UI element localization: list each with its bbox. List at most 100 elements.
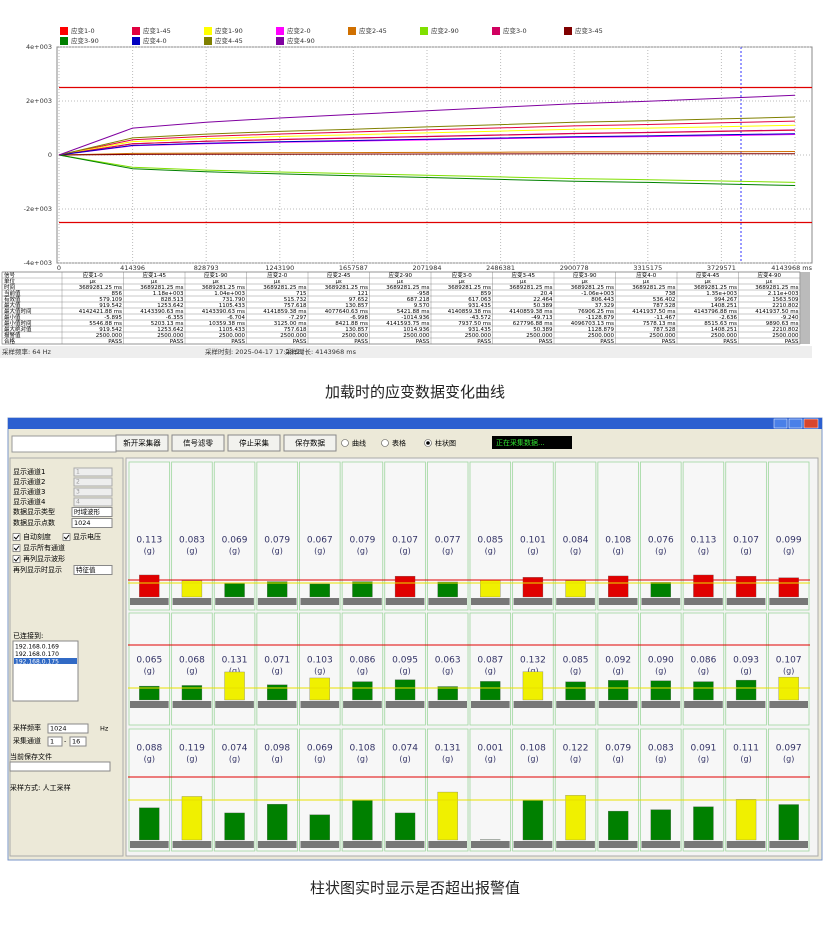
minimize-button[interactable]: [773, 418, 788, 429]
checkbox[interactable]: [62, 533, 71, 541]
table-cell: 3689281.25 ms: [632, 285, 675, 291]
table-cell: -1.06e+003: [581, 291, 614, 297]
table-header: 应变4-0: [636, 271, 656, 279]
legend-swatch: [492, 27, 500, 35]
table-cell: 3689281.25 ms: [448, 285, 491, 291]
check-mark: [13, 556, 20, 562]
combo-value: 2: [76, 479, 80, 486]
table-cell: 22.464: [533, 297, 553, 303]
input-box[interactable]: [69, 736, 87, 747]
bar: [608, 680, 629, 701]
table-header: 应变4-45: [696, 271, 720, 279]
bar-unit: (g): [613, 667, 624, 676]
bar: [778, 676, 799, 701]
checkbox-label: 自动刻度: [23, 532, 51, 541]
input-box[interactable]: [11, 435, 117, 453]
toolbar-button[interactable]: [227, 434, 281, 452]
list-item: 192.168.0.175: [15, 659, 59, 666]
bar-label-strip: [598, 598, 638, 605]
toolbar-button[interactable]: [283, 434, 337, 452]
table-cell: 50.389: [533, 327, 553, 333]
bar-label-strip: [684, 841, 723, 848]
checkbox[interactable]: [12, 544, 21, 552]
combo-box[interactable]: [73, 497, 113, 507]
checkbox[interactable]: [12, 555, 21, 563]
checkbox[interactable]: [12, 533, 21, 541]
toolbar-button[interactable]: [171, 434, 225, 452]
table-cell: 121: [358, 291, 369, 297]
table-cell: με: [151, 279, 157, 285]
table-cell: με: [643, 279, 649, 285]
bar-label-strip: [343, 598, 382, 605]
table-cell: 报警值: [4, 331, 21, 339]
bar-label-strip: [726, 701, 766, 708]
table-cell: 2500.000: [342, 333, 369, 339]
status-bar: [0, 346, 812, 358]
table-cell: 3689281.25 ms: [755, 285, 798, 291]
combo-box[interactable]: [73, 487, 113, 497]
table-cell: 617.063: [468, 297, 491, 303]
table-cell: 4141937.50 ms: [755, 309, 798, 315]
close-button[interactable]: [803, 418, 819, 429]
legend-swatch: [276, 27, 284, 35]
list-box[interactable]: [12, 640, 79, 702]
bar-value: 0.069: [222, 536, 248, 546]
legend-label: 应变4-45: [215, 36, 243, 45]
bar-value: 0.108: [520, 744, 546, 754]
bar-value: 0.091: [691, 744, 717, 754]
input-box[interactable]: [47, 736, 63, 747]
bar-unit: (g): [442, 547, 453, 556]
bar: [309, 814, 330, 841]
combo-box[interactable]: [71, 518, 113, 528]
bar-label-strip: [513, 841, 553, 848]
bar-unit: (g): [314, 547, 325, 556]
combo-box[interactable]: [73, 477, 113, 487]
bar: [181, 796, 203, 841]
table-cell: 4077640.63 ms: [325, 309, 368, 315]
table-header: 应变2-90: [389, 271, 413, 279]
bar-unit: (g): [570, 755, 581, 764]
bar-value: 0.090: [648, 656, 674, 666]
table-cell: 731.790: [222, 297, 245, 303]
bar: [309, 583, 330, 598]
table-cell: 919.542: [99, 327, 122, 333]
table-cell: PASS: [539, 339, 553, 345]
bar: [735, 679, 757, 701]
table-cell: PASS: [600, 339, 614, 345]
table-cell: 2.11e+003: [768, 291, 799, 297]
bar-value: 0.108: [605, 536, 631, 546]
radio[interactable]: [341, 439, 349, 447]
bar: [650, 582, 671, 598]
x-tick-label: 3315175: [633, 264, 662, 272]
bar-label-strip: [257, 598, 297, 605]
bar-label-strip: [130, 841, 169, 848]
bar: [735, 575, 757, 598]
bar-label-strip: [300, 701, 340, 708]
input-box[interactable]: [47, 723, 89, 734]
toolbar-button[interactable]: [115, 434, 169, 452]
bar-label-strip: [556, 841, 595, 848]
table-header: 应变3-0: [452, 271, 472, 279]
bar-label-strip: [641, 841, 681, 848]
legend-swatch: [348, 27, 356, 35]
bar-label-strip: [471, 841, 510, 848]
bar-label-strip: [471, 701, 510, 708]
input-value: 16: [72, 738, 80, 746]
bar-unit: (g): [527, 667, 538, 676]
table-cell: 1.18e+003: [153, 291, 184, 297]
table-cell: 994.267: [714, 297, 737, 303]
series-line: [58, 94, 796, 156]
combo-box[interactable]: [73, 565, 113, 575]
legend-label: 应变2-90: [431, 26, 459, 35]
combo-box[interactable]: [73, 467, 113, 477]
bar-unit: (g): [570, 667, 581, 676]
table-cell: PASS: [108, 339, 122, 345]
table-cell: 最大值时间: [4, 307, 32, 315]
bar: [352, 581, 373, 598]
bar-label-strip: [215, 841, 254, 848]
x-tick-label: 1657587: [339, 264, 368, 272]
radio[interactable]: [381, 439, 389, 447]
combo-box[interactable]: [71, 507, 113, 517]
legend-label: 应变2-45: [359, 26, 387, 35]
maximize-button[interactable]: [788, 418, 803, 429]
